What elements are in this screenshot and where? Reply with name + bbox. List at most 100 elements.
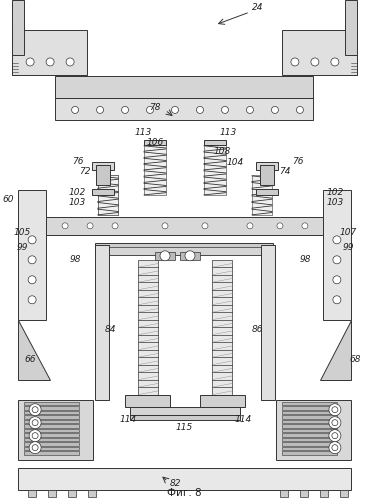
Circle shape — [28, 276, 36, 284]
Text: 84: 84 — [104, 325, 116, 334]
Circle shape — [72, 106, 79, 113]
Circle shape — [329, 417, 341, 429]
Text: 66: 66 — [24, 355, 36, 364]
Circle shape — [172, 106, 179, 113]
Bar — [280, 490, 288, 497]
Text: 78: 78 — [149, 103, 161, 112]
Text: 76: 76 — [292, 157, 304, 166]
Circle shape — [28, 296, 36, 304]
Bar — [300, 490, 308, 497]
Circle shape — [196, 106, 203, 113]
Bar — [95, 245, 109, 400]
Bar — [24, 429, 79, 432]
Bar — [340, 490, 348, 497]
Circle shape — [121, 106, 128, 113]
Bar — [282, 442, 337, 446]
Bar — [96, 165, 110, 185]
Bar — [55, 76, 313, 98]
Text: 113: 113 — [134, 128, 152, 137]
Text: 72: 72 — [79, 167, 91, 176]
Bar — [130, 415, 240, 420]
Bar — [12, 30, 87, 75]
Bar — [282, 451, 337, 455]
Circle shape — [185, 251, 195, 261]
Circle shape — [329, 430, 341, 442]
Bar — [95, 243, 273, 255]
Bar — [345, 0, 357, 55]
Bar — [88, 490, 96, 497]
Bar — [24, 420, 79, 423]
Bar — [260, 165, 274, 185]
Bar — [24, 415, 79, 419]
Bar — [92, 189, 114, 195]
Circle shape — [28, 236, 36, 244]
Bar — [92, 162, 114, 170]
Bar — [130, 407, 240, 415]
Text: Фиг. 8: Фиг. 8 — [167, 488, 201, 498]
Text: 99: 99 — [342, 244, 354, 252]
Bar — [282, 402, 337, 405]
Circle shape — [62, 223, 68, 229]
Bar — [24, 411, 79, 414]
Circle shape — [291, 58, 299, 66]
Text: 102: 102 — [326, 188, 344, 197]
Text: 103: 103 — [326, 198, 344, 208]
Bar — [48, 490, 56, 497]
Circle shape — [332, 445, 338, 451]
Circle shape — [29, 404, 41, 416]
Bar — [24, 433, 79, 437]
Circle shape — [32, 433, 38, 439]
Text: 74: 74 — [279, 167, 291, 176]
Circle shape — [112, 223, 118, 229]
Bar — [138, 260, 158, 395]
Circle shape — [277, 223, 283, 229]
Bar — [252, 175, 272, 215]
Bar — [282, 433, 337, 437]
Bar — [256, 162, 278, 170]
Bar — [256, 189, 278, 195]
Circle shape — [272, 106, 279, 113]
Circle shape — [32, 445, 38, 451]
Circle shape — [247, 223, 253, 229]
Circle shape — [246, 106, 254, 113]
Bar — [18, 190, 46, 320]
Circle shape — [302, 223, 308, 229]
Bar — [200, 395, 245, 407]
Bar — [28, 490, 36, 497]
Bar — [95, 247, 273, 255]
Bar — [125, 395, 170, 407]
Text: 98: 98 — [299, 255, 311, 264]
Circle shape — [329, 404, 341, 416]
Bar — [18, 468, 351, 490]
Bar — [144, 140, 166, 145]
Bar — [24, 402, 79, 405]
Circle shape — [28, 256, 36, 264]
Polygon shape — [320, 320, 351, 380]
Circle shape — [311, 58, 319, 66]
Text: 113: 113 — [219, 128, 237, 137]
Bar — [282, 420, 337, 423]
Bar — [212, 260, 232, 395]
Circle shape — [332, 420, 338, 426]
Circle shape — [97, 106, 104, 113]
Bar — [24, 424, 79, 428]
Bar — [323, 190, 351, 320]
Bar — [46, 217, 323, 235]
Text: 99: 99 — [16, 244, 28, 252]
Text: 60: 60 — [2, 195, 14, 205]
Bar — [55, 98, 313, 120]
Circle shape — [160, 251, 170, 261]
Circle shape — [331, 58, 339, 66]
Circle shape — [332, 433, 338, 439]
Bar — [98, 175, 118, 215]
Circle shape — [29, 442, 41, 454]
Bar — [282, 438, 337, 441]
Text: 76: 76 — [72, 157, 84, 166]
Text: 68: 68 — [349, 355, 361, 364]
Circle shape — [26, 58, 34, 66]
Bar — [261, 245, 275, 400]
Bar — [282, 429, 337, 432]
Circle shape — [29, 417, 41, 429]
Text: 107: 107 — [339, 229, 356, 238]
Polygon shape — [18, 320, 50, 380]
